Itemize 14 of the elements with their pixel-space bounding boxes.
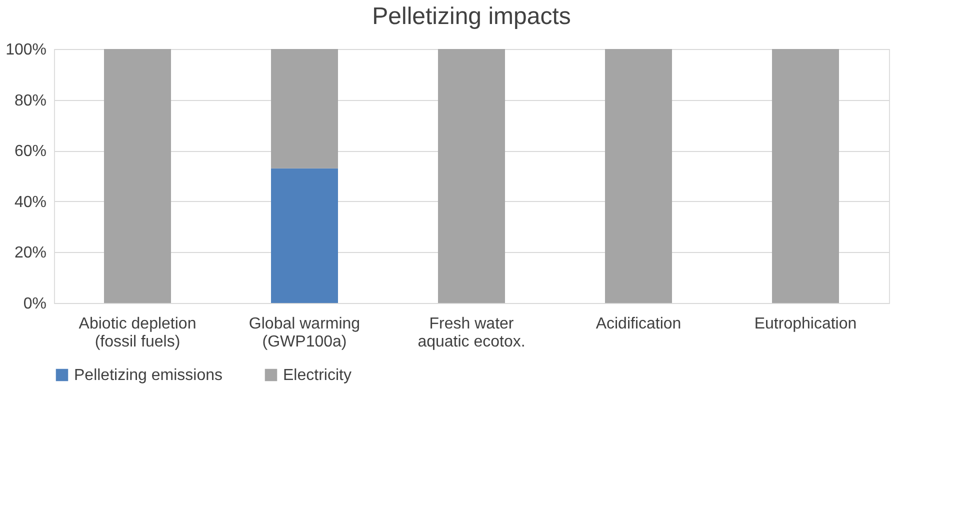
y-tick-label: 80% (14, 92, 46, 110)
legend-label: Pelletizing emissions (74, 367, 223, 384)
x-tick-label: Fresh water aquatic ecotox. (418, 316, 526, 350)
y-tick-label: 40% (14, 194, 46, 211)
legend-label: Electricity (283, 367, 352, 384)
x-tick-label: Abiotic depletion (fossil fuels) (78, 316, 196, 350)
x-tick-label: Acidification (596, 316, 682, 332)
y-tick-label: 20% (14, 244, 46, 262)
y-tick-label: 0% (23, 296, 46, 312)
y-tick-label: 60% (14, 143, 46, 160)
chart-title: Pelletizing impacts (372, 3, 571, 30)
x-tick-label: Eutrophication (754, 316, 857, 332)
y-tick-label: 100% (6, 42, 46, 58)
x-tick-label: Global warming (GWP100a) (248, 316, 360, 350)
